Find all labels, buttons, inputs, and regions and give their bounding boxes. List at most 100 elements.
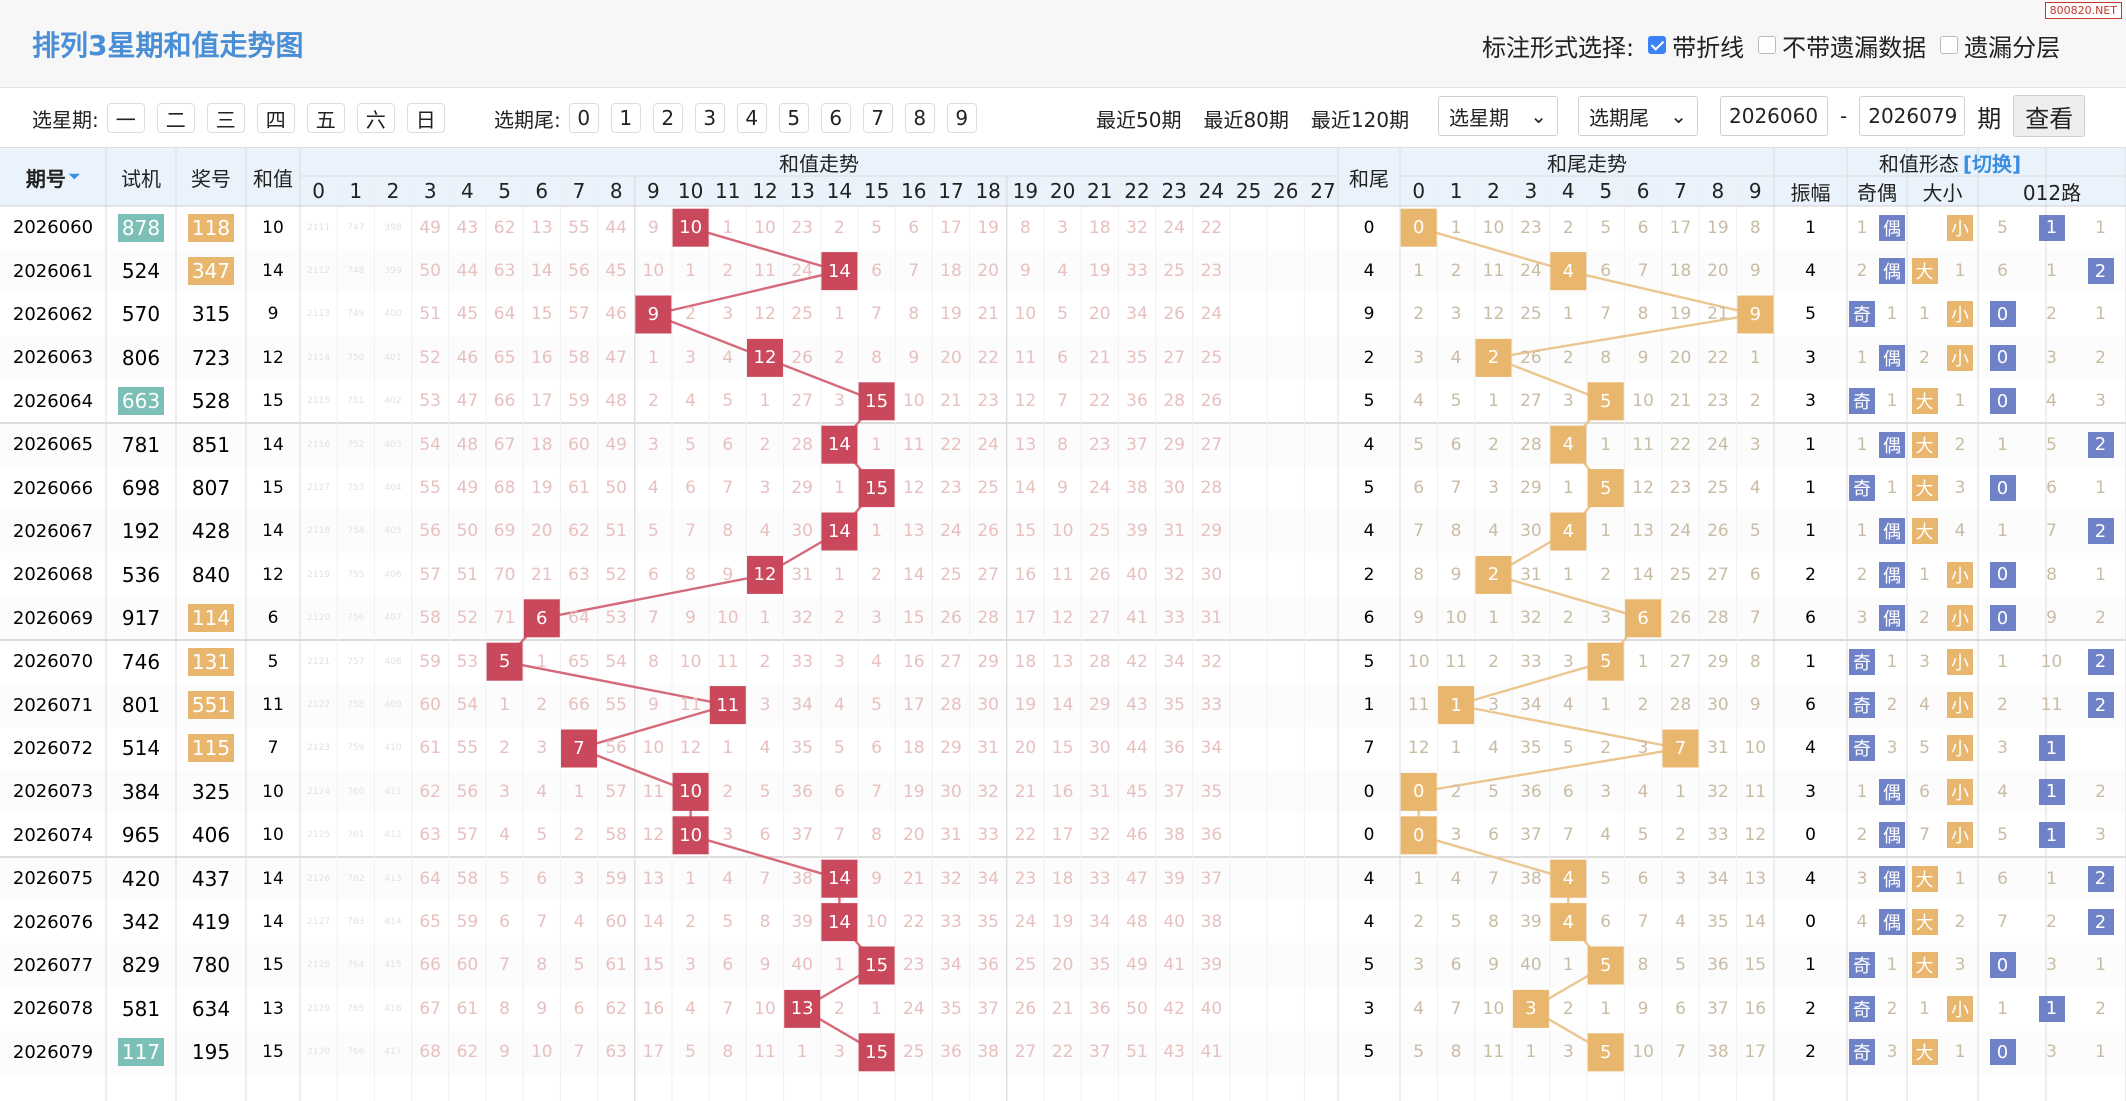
sum-hit-marker xyxy=(747,338,783,377)
big-small-tag: 小 xyxy=(1947,214,1973,241)
tail-miss-value: 29 xyxy=(1520,478,1542,499)
test-cell: 781 xyxy=(106,423,176,466)
tail-miss-value: 11 xyxy=(1445,651,1467,672)
tail-button[interactable]: 5 xyxy=(778,103,809,133)
tail-select[interactable]: 选期尾 ⌄ xyxy=(1578,96,1698,136)
polyline-option-label[interactable]: 带折线 xyxy=(1672,33,1745,62)
issue-cell: 2026069 xyxy=(12,607,94,629)
tail-miss-value: 1 xyxy=(1600,695,1612,716)
recent-50-link[interactable]: 最近50期 xyxy=(1096,107,1182,132)
row-background xyxy=(0,943,2126,988)
tail-button[interactable]: 7 xyxy=(862,103,893,133)
sum-miss-value: 11 xyxy=(754,261,776,282)
weekday-button[interactable]: 二 xyxy=(156,103,195,133)
sum-miss-value: 2114 xyxy=(307,352,331,363)
tail-miss-value: 6 xyxy=(1637,868,1649,889)
tail-miss-value: 1 xyxy=(1562,955,1574,976)
sum-miss-value: 6 xyxy=(722,434,734,455)
tail-miss-value: 37 xyxy=(1707,998,1729,1019)
tail-miss-value: 10 xyxy=(1632,1042,1654,1063)
sum-hit-value: 10 xyxy=(679,824,703,846)
sum-miss-value: 18 xyxy=(902,738,925,759)
big-small-tag: 小 xyxy=(1947,778,1973,805)
tail-button[interactable]: 4 xyxy=(736,103,767,133)
from-issue-input[interactable]: 2026060 xyxy=(1720,96,1828,136)
tail-cell: 1 xyxy=(1363,695,1375,716)
sum-miss-value: 410 xyxy=(384,743,402,754)
sum-miss-value: 7 xyxy=(499,955,510,976)
weekday-button[interactable]: 五 xyxy=(306,103,345,133)
route-012-tag: 0 xyxy=(1989,301,2016,328)
test-number: 781 xyxy=(121,432,161,457)
tail-button[interactable]: 2 xyxy=(652,103,683,133)
to-issue-input[interactable]: 2026079 xyxy=(1859,96,1966,136)
switch-link[interactable]: [切换] xyxy=(1962,151,2022,176)
tail-button[interactable]: 3 xyxy=(694,103,725,133)
issue-header[interactable]: 期号 ⏷ xyxy=(0,148,106,206)
query-button[interactable]: 查看 xyxy=(2013,95,2086,137)
sum-miss-value: 2128 xyxy=(307,960,331,971)
sum-miss-value: 2122 xyxy=(307,700,331,711)
big-slot: 2 xyxy=(1919,347,1930,368)
miss-layer-checkbox[interactable] xyxy=(1940,36,1959,54)
sum-miss-value: 7 xyxy=(871,304,882,325)
prize-cell: 840 xyxy=(176,553,246,596)
polyline-checkbox[interactable] xyxy=(1648,36,1667,54)
sum-miss-value: 3 xyxy=(647,434,659,455)
even-slot: 偶 xyxy=(1877,597,1907,640)
week-select[interactable]: 选星期 ⌄ xyxy=(1438,96,1558,136)
recent-120-link[interactable]: 最近120期 xyxy=(1310,107,1410,132)
big-small-tag: 大 xyxy=(1911,431,1938,458)
sum-miss-value: 62 xyxy=(568,521,590,542)
tail-miss-value: 21 xyxy=(1707,304,1729,325)
weekday-button[interactable]: 三 xyxy=(206,103,245,133)
weekday-button[interactable]: 一 xyxy=(106,103,145,133)
sum-miss-value: 37 xyxy=(977,998,999,1019)
tail-hit-marker xyxy=(1625,599,1662,638)
test-number: 878 xyxy=(117,213,165,242)
tail-button[interactable]: 0 xyxy=(568,103,599,133)
route-slot: 0 xyxy=(1978,553,2027,596)
sum-miss-value: 52 xyxy=(419,347,441,368)
sum-miss-value: 57 xyxy=(568,304,590,325)
sort-icon[interactable]: ⏷ xyxy=(68,169,81,185)
weekday-button[interactable]: 日 xyxy=(406,103,445,133)
tail-miss-value: 39 xyxy=(1520,912,1542,933)
sum-miss-value: 2115 xyxy=(307,396,331,407)
tail-hit-value: 0 xyxy=(1412,217,1425,239)
recent-links: 最近50期 最近80期 最近120期 xyxy=(1096,100,1409,136)
sum-value-header: 21 xyxy=(1087,179,1113,203)
tail-miss-value: 2 xyxy=(1562,608,1574,629)
sum-miss-value: 7 xyxy=(685,521,696,542)
page-title: 排列3星期和值走势图 xyxy=(32,29,304,62)
recent-80-link[interactable]: 最近80期 xyxy=(1203,107,1289,132)
sum-cell: 15 xyxy=(262,955,284,976)
big-slot: 大 xyxy=(1907,900,1942,943)
tail-miss-value: 7 xyxy=(1637,912,1649,933)
tail-button[interactable]: 1 xyxy=(610,103,641,133)
sum-cell: 11 xyxy=(262,695,284,716)
no-miss-checkbox[interactable] xyxy=(1758,36,1777,54)
tail-button[interactable]: 9 xyxy=(946,103,977,133)
tail-hit-marker xyxy=(1475,555,1512,594)
sum-miss-value: 24 xyxy=(902,998,925,1019)
sum-miss-value: 20 xyxy=(1014,738,1037,759)
sum-miss-value: 25 xyxy=(940,564,962,585)
sum-miss-value: 2 xyxy=(833,998,845,1019)
no-miss-option-label[interactable]: 不带遗漏数据 xyxy=(1782,33,1927,62)
tail-button[interactable]: 8 xyxy=(904,103,935,133)
miss-layer-option-label[interactable]: 遗漏分层 xyxy=(1964,33,2061,62)
sum-miss-value: 11 xyxy=(716,651,739,672)
sum-miss-value: 2 xyxy=(833,347,845,368)
sum-miss-value: 31 xyxy=(940,825,962,846)
sum-miss-value: 64 xyxy=(493,304,516,325)
tail-miss-value: 21 xyxy=(1669,391,1692,412)
tail-miss-value: 33 xyxy=(1707,825,1729,846)
tail-button[interactable]: 6 xyxy=(820,103,851,133)
weekday-button[interactable]: 六 xyxy=(356,103,395,133)
tail-miss-value: 1 xyxy=(1675,781,1686,802)
sum-miss-value: 758 xyxy=(347,700,365,711)
sum-miss-value: 29 xyxy=(1088,695,1111,716)
weekday-button[interactable]: 四 xyxy=(256,103,295,133)
amplitude-cell: 6 xyxy=(1805,695,1816,716)
